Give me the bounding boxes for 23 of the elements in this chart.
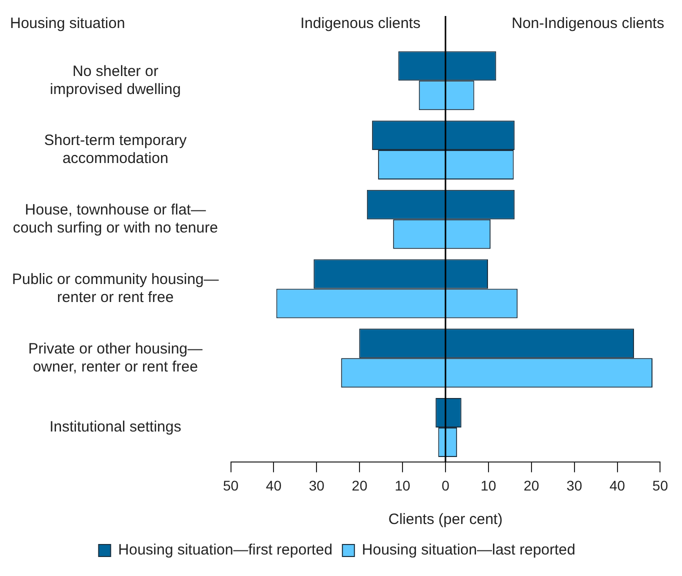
x-tick-label: 10 xyxy=(480,477,496,494)
x-tick-label: 10 xyxy=(394,477,411,494)
legend-label: Housing situation—last reported xyxy=(362,542,576,559)
x-tick-label: 50 xyxy=(222,477,239,494)
x-axis-title: Clients (per cent) xyxy=(388,511,503,528)
y-tick-label: No shelter or improvised dwelling xyxy=(50,62,181,98)
x-tick-label: 40 xyxy=(266,477,282,494)
y-tick-label: Public or community housing—renter or rent free xyxy=(12,270,219,306)
x-tick-label: 30 xyxy=(308,477,325,494)
x-tick-label: 50 xyxy=(652,477,668,494)
x-tick-label: 40 xyxy=(609,477,626,494)
x-tick-label: 20 xyxy=(352,477,368,494)
x-tick-label: 0 xyxy=(442,477,450,494)
annotation: Indigenous clients xyxy=(300,15,420,32)
annotation: Non-Indigenous clients xyxy=(512,15,664,32)
y-tick-label: Short-term temporary accommodation xyxy=(44,132,188,168)
x-tick-label: 20 xyxy=(524,477,540,494)
x-tick-label: 30 xyxy=(566,477,582,494)
y-tick-label: House, townhouse or flat—couch surfing or with no tenure xyxy=(12,202,218,237)
y-axis-title: Housing situation xyxy=(10,15,126,32)
y-tick-label: Institutional settings xyxy=(50,418,182,436)
y-tick-label: Private or other housing—owner, renter or rent free xyxy=(28,340,203,376)
legend-label: Housing situation—first reported xyxy=(118,542,332,559)
